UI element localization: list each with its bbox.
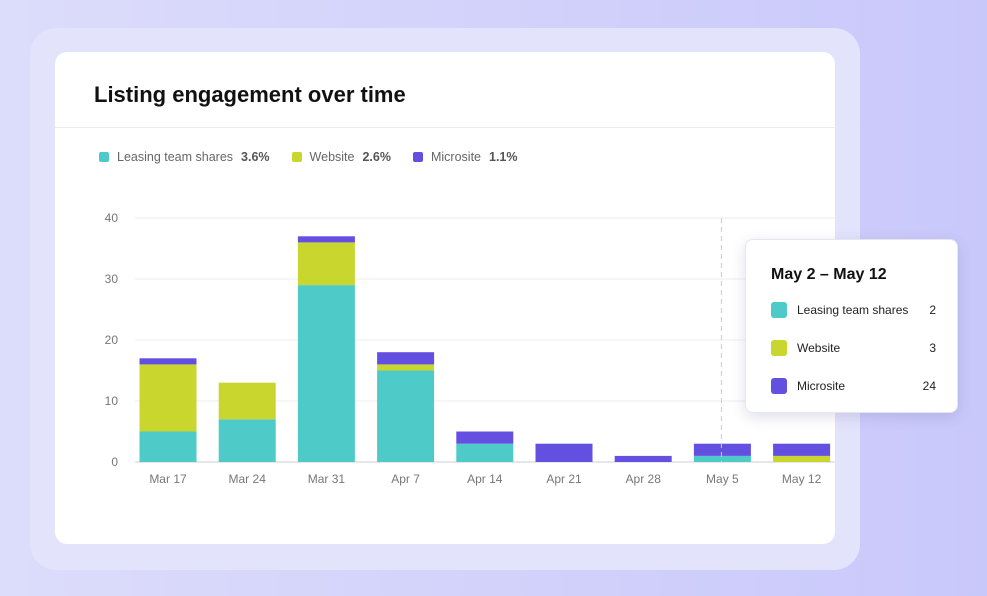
bar-segment [693,455,751,462]
tooltip-label: Microsite [797,379,846,393]
swatch-icon [412,152,423,162]
divider [55,127,835,128]
legend-item-microsite[interactable]: Microsite 1.1% [412,150,518,164]
x-tick-label: Mar 24 [229,472,267,486]
chart-title: Listing engagement over time [94,82,406,107]
bar-segment [693,443,751,456]
legend-pct: 2.6% [362,150,391,164]
tooltip-row: Leasing team shares 2 [771,302,936,318]
bar-segment [377,364,435,371]
legend-label: Microsite [430,150,481,164]
legend-item-website[interactable]: Website 2.6% [291,150,391,164]
x-tick-label: Apr 28 [626,472,662,486]
tooltip-label: Leasing team shares [797,303,909,317]
bar-segment [377,370,435,462]
legend: Leasing team shares 3.6% Website 2.6% Micr… [99,150,518,164]
bar-segment [297,285,355,462]
tooltip-value: 3 [929,341,936,355]
tooltip-title: May 2 – May 12 [771,266,887,283]
bar-chart: 0 10 20 30 40 Mar 17 Mar 24 Mar 31 Apr 7 Apr 14 Ap… [105,211,835,486]
bar-segment [773,443,831,456]
bar-segment [456,431,514,444]
bar-segment [139,358,197,365]
legend-label: Website [309,150,355,164]
swatch-icon [99,152,109,162]
legend-label: Leasing team shares [117,150,234,164]
bar-segment [218,382,276,420]
x-tick-label: Mar 17 [149,472,187,486]
legend-pct: 1.1% [489,150,518,164]
x-tick-label: May 5 [706,472,739,486]
y-tick-label: 40 [105,211,119,225]
tooltip-row: Website 3 [771,340,936,356]
tooltip-label: Website [797,341,841,355]
swatch-icon [771,340,787,356]
swatch-icon [771,302,787,318]
bar-segment [139,364,197,432]
bar-segment [535,443,593,462]
bar-segment [377,352,435,365]
x-tick-label: Apr 14 [467,472,503,486]
y-tick-label: 0 [111,455,118,469]
bar-segment [218,419,276,462]
x-tick-label: Mar 31 [308,472,346,486]
tooltip-value: 2 [929,303,936,317]
bar-segment [456,443,514,462]
legend-item-leasing[interactable]: Leasing team shares 3.6% [99,150,270,164]
bar-segment [614,455,672,462]
swatch-icon [771,378,787,394]
bar-segment [139,431,197,462]
bar-segment [297,242,355,286]
x-tick-label: Apr 7 [391,472,420,486]
y-tick-label: 10 [105,394,119,408]
tooltip: May 2 – May 12 Leasing team shares 2 Webs… [745,239,958,413]
legend-pct: 3.6% [241,150,270,164]
tooltip-row: Microsite 24 [771,378,936,394]
y-tick-label: 20 [105,333,119,347]
y-tick-label: 30 [105,272,119,286]
tooltip-value: 24 [922,379,936,393]
swatch-icon [291,152,302,162]
chart-card: Listing engagement over time Leasing tea… [55,52,835,544]
bar-segment [773,455,831,462]
x-tick-label: Apr 21 [546,472,582,486]
bar-segment [297,236,355,243]
x-tick-label: May 12 [782,472,822,486]
